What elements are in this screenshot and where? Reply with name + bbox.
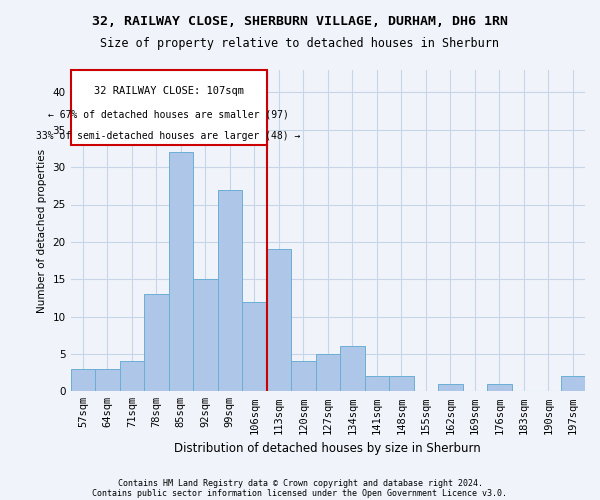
Bar bbox=[71, 369, 95, 392]
Bar bbox=[266, 250, 291, 392]
Bar bbox=[560, 376, 585, 392]
Bar bbox=[242, 302, 266, 392]
Bar bbox=[218, 190, 242, 392]
Bar bbox=[193, 279, 218, 392]
Bar bbox=[389, 376, 413, 392]
Text: Size of property relative to detached houses in Sherburn: Size of property relative to detached ho… bbox=[101, 38, 499, 51]
Bar bbox=[316, 354, 340, 392]
Text: 33% of semi-detached houses are larger (48) →: 33% of semi-detached houses are larger (… bbox=[37, 131, 301, 141]
Bar bbox=[438, 384, 463, 392]
Bar bbox=[365, 376, 389, 392]
FancyBboxPatch shape bbox=[71, 70, 266, 144]
Text: ← 67% of detached houses are smaller (97): ← 67% of detached houses are smaller (97… bbox=[48, 110, 289, 120]
X-axis label: Distribution of detached houses by size in Sherburn: Distribution of detached houses by size … bbox=[175, 442, 481, 455]
Bar bbox=[95, 369, 119, 392]
Bar bbox=[169, 152, 193, 392]
Bar bbox=[340, 346, 365, 392]
Bar bbox=[119, 362, 144, 392]
Y-axis label: Number of detached properties: Number of detached properties bbox=[37, 148, 47, 312]
Text: Contains public sector information licensed under the Open Government Licence v3: Contains public sector information licen… bbox=[92, 488, 508, 498]
Text: Contains HM Land Registry data © Crown copyright and database right 2024.: Contains HM Land Registry data © Crown c… bbox=[118, 478, 482, 488]
Bar bbox=[144, 294, 169, 392]
Text: 32, RAILWAY CLOSE, SHERBURN VILLAGE, DURHAM, DH6 1RN: 32, RAILWAY CLOSE, SHERBURN VILLAGE, DUR… bbox=[92, 15, 508, 28]
Text: 32 RAILWAY CLOSE: 107sqm: 32 RAILWAY CLOSE: 107sqm bbox=[94, 86, 244, 97]
Bar bbox=[291, 362, 316, 392]
Bar bbox=[487, 384, 512, 392]
